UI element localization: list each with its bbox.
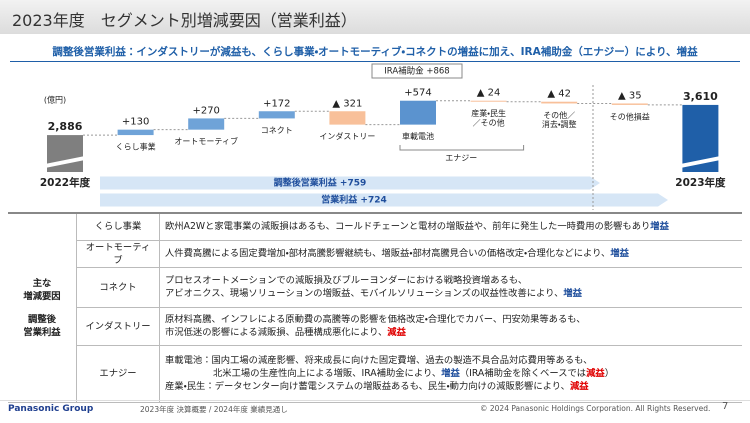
description: 原材料高騰、インフレによる原動費の高騰等の影響を価格改定・合理化でカバー、円安効… (159, 307, 742, 346)
text: アビオニクス、現場ソリューションの増販益、モバイルソリューションズの収益性改善に… (165, 288, 564, 299)
arrow (100, 176, 600, 190)
side-label-text: 調整後 営業利益 (23, 313, 61, 338)
bar (258, 111, 295, 119)
category-label: 車載電池 (402, 131, 434, 141)
emphasis: 増益 (610, 248, 629, 259)
bar (400, 100, 436, 125)
description: 車載電池：国内工場の減産影響、将来成長に向けた固定費増、過去の製造不具合品対応費… (159, 345, 742, 403)
segment: インダストリー (76, 307, 160, 346)
energy-bracket (399, 145, 525, 151)
unit: (億円) (44, 95, 66, 105)
value-label: +574 (404, 88, 431, 99)
axis-break (680, 156, 721, 168)
emphasis: 増益 (650, 221, 669, 233)
title-bar: 2023年度 セグメント別増減要因（営業利益） (0, 0, 750, 34)
text: 産業・民生：データセンター向け蓄電システムの増販益あるも、民生・動力向けの減販影… (165, 381, 570, 392)
segment: くらし事業 (76, 213, 160, 241)
text: 原材料高騰、インフレによる原動費の高騰等の影響を価格改定・合理化でカバー、円安効… (165, 314, 586, 325)
subtitle: 調整後営業利益：インダストリーが減益も、くらし事業・オートモーティブ・コネクトの… (52, 46, 698, 58)
axis-break (45, 156, 85, 168)
category-label: その他／消去・調整 (542, 109, 577, 128)
value-label: +130 (122, 117, 149, 128)
category-label: 2022年度 (40, 176, 91, 189)
value-label: 3,610 (683, 90, 718, 103)
category-label: くらし事業 (116, 142, 156, 152)
chart: (億円) 調整後営業利益 +759 営業利益 +724 2,886 2022年度 +13… (40, 63, 726, 210)
value-label: 2,886 (48, 120, 83, 133)
bar (188, 118, 225, 130)
text: プロセスオートメーションでの減販損及びブルーヨンダーにおける戦略投資増あるも、 (165, 275, 528, 286)
value-label: ▲ 321 (332, 98, 362, 109)
energy-label: エナジー (445, 154, 477, 163)
value-label: ▲ 24 (477, 88, 501, 99)
description: 欧州A2Wと家電事業の減販損はあるも、コールドチェーンと電材の増販益や、前年に発… (159, 213, 742, 241)
emphasis: 減益 (569, 381, 589, 392)
doc-name: 2023年度 決算概要 / 2024年度 業績見通し (140, 405, 288, 414)
text: 欧州A2Wと家電事業の減販損はあるも、コールドチェーンと電材の増販益や、前年に発… (165, 221, 651, 233)
category-label: インダストリー (319, 131, 375, 141)
copyright: © 2024 Panasonic Holdings Corporation. A… (480, 404, 711, 413)
category-label: コネクト (261, 126, 293, 135)
ira-label: IRA補助金 +868 (384, 66, 449, 77)
page-number: 7 (722, 401, 729, 412)
text: （IRA補助金を除くベースでは (459, 368, 587, 379)
emphasis: 減益 (586, 368, 605, 379)
category-label: オートモーティブ (174, 136, 238, 146)
value-label: ▲ 42 (547, 89, 571, 100)
text: ） (604, 368, 615, 379)
footer-rule (0, 400, 750, 401)
brand: Panasonic Group (8, 404, 94, 414)
segment: オートモーティブ (76, 240, 160, 268)
arrow (100, 193, 668, 207)
emphasis: 減益 (387, 327, 406, 338)
text: 市況低迷の影響による減販損、品種構成悪化により、 (165, 327, 388, 338)
bar (541, 101, 578, 104)
category-label: 産業・民生／その他 (471, 108, 506, 127)
description: プロセスオートメーションでの減販損及びブルーヨンダーにおける戦略投資増あるも、ア… (159, 267, 742, 308)
value-label: ▲ 35 (618, 90, 642, 101)
value-label: +172 (263, 98, 290, 109)
bar (329, 111, 366, 125)
bar (470, 100, 507, 102)
arrow-label: 調整後営業利益 +759 (274, 177, 366, 189)
arrow-label: 営業利益 +724 (321, 194, 386, 206)
ira-box (371, 63, 463, 79)
title: 2023年度 セグメント別増減要因（営業利益） (12, 11, 357, 30)
segment: エナジー (76, 345, 160, 403)
text: 車載電池：国内工場の減産影響、将来成長に向けた固定費増、過去の製造不具合品対応費… (165, 355, 593, 366)
category-label: 2023年度 (675, 176, 726, 189)
value-label: +270 (192, 105, 219, 116)
description: 人件費高騰による固定費増加・部材高騰影響継続も、増販益・部材高騰見合いの価格改定… (159, 240, 742, 268)
text: 人件費高騰による固定費増加・部材高騰影響継続も、増販益・部材高騰見合いの価格改定… (165, 248, 611, 259)
bar (611, 103, 648, 105)
category-label: その他損益 (610, 111, 650, 121)
side-label-text: 主な 増減要因 (23, 277, 61, 302)
side-label: 主な 増減要因 調整後 営業利益 (8, 213, 77, 403)
bar (117, 129, 154, 136)
subtitle-rule (10, 61, 740, 62)
emphasis: 増益 (563, 288, 582, 299)
emphasis: 増益 (441, 368, 460, 379)
segment: コネクト (76, 267, 160, 308)
factor-table: 主な 増減要因 調整後 営業利益 くらし事業 欧州A2Wと家電事業の減販損はあるも… (8, 212, 742, 403)
text: 北米工場の生産性向上による増販、IRA補助金により、 (213, 368, 442, 379)
